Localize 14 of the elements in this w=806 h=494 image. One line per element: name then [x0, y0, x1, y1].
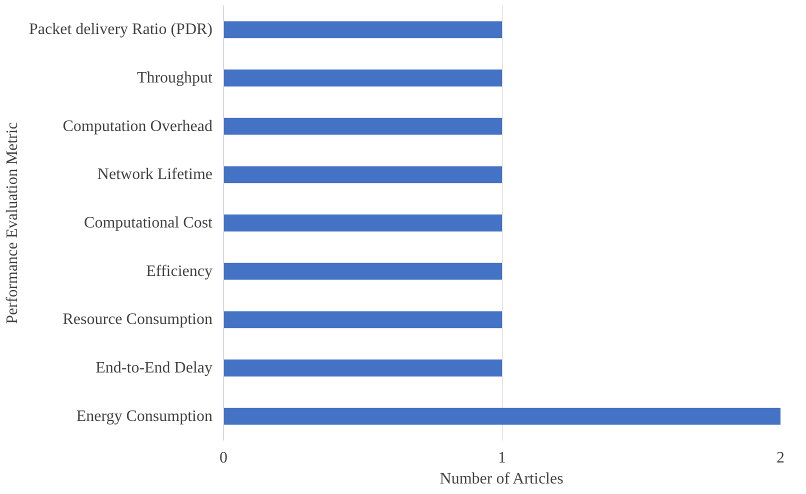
y-axis-title: Performance Evaluation Metric: [4, 122, 21, 324]
y-tick-label: Packet delivery Ratio (PDR): [28, 21, 212, 38]
y-tick-label: Energy Consumption: [76, 408, 213, 425]
y-tick-label: Resource Consumption: [62, 311, 212, 328]
y-tick-label: Computation Overhead: [62, 118, 213, 135]
x-axis-title: Number of Articles: [440, 470, 564, 488]
x-tick-label: 1: [498, 450, 506, 466]
y-tick-label: Efficiency: [146, 262, 213, 280]
y-tick-label: Throughput: [136, 70, 214, 86]
y-tick-label: Computational Cost: [84, 214, 214, 232]
x-tick-label: 0: [220, 450, 228, 466]
y-tick-label: End-to-End Delay: [96, 360, 213, 376]
x-tick-label: 2: [776, 450, 784, 466]
y-tick-label: Network Lifetime: [97, 166, 213, 184]
